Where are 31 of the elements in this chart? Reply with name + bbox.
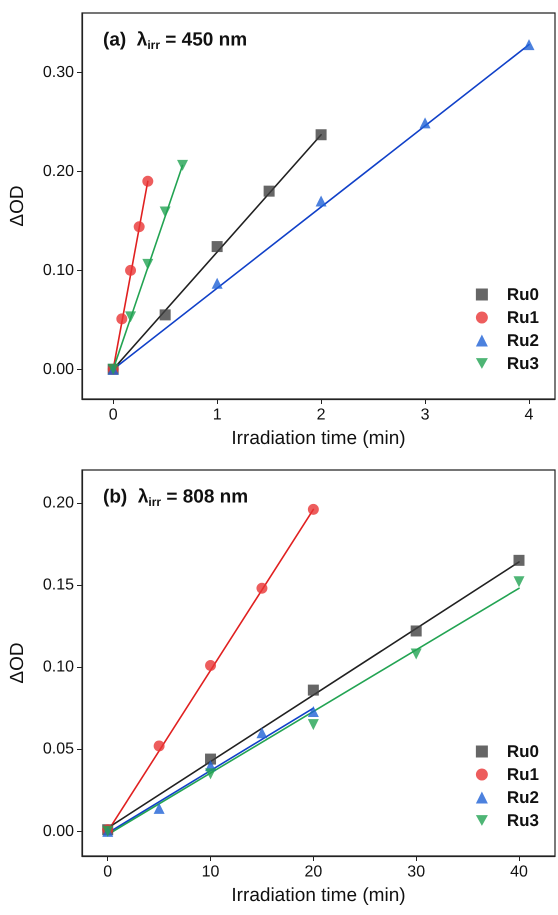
- x-tick-label: 4: [524, 406, 534, 424]
- y-tick-label: 0.20: [42, 494, 74, 512]
- y-tick-label: 0.10: [42, 658, 74, 676]
- x-tick-label: 1: [212, 406, 222, 424]
- y-tick-label: 0.05: [42, 740, 74, 758]
- x-tick-label: 0: [108, 406, 118, 424]
- x-tick-label: 3: [420, 406, 430, 424]
- y-tick-label: 0.30: [42, 64, 74, 81]
- x-tick-label: 10: [202, 864, 220, 880]
- legend-label: Ru3: [506, 811, 540, 830]
- legend-label: Ru0: [506, 742, 540, 761]
- y-axis-title: ΔOD: [7, 642, 28, 684]
- x-axis-title: Irradiation time (min): [231, 428, 406, 449]
- legend-label: Ru0: [506, 285, 540, 304]
- y-tick-label: 0.15: [42, 576, 74, 594]
- legend-label: Ru1: [506, 765, 540, 784]
- legend-label: Ru3: [506, 354, 540, 373]
- x-tick-label: 2: [316, 406, 326, 424]
- legend-label: Ru2: [506, 331, 540, 350]
- x-tick-label: 20: [304, 864, 322, 880]
- y-tick-label: 0.20: [42, 162, 74, 180]
- y-axis-title: ΔOD: [7, 185, 28, 227]
- legend-label: Ru2: [506, 788, 540, 807]
- y-tick-label: 0.00: [42, 360, 74, 378]
- x-tick-label: 40: [510, 864, 528, 880]
- x-tick-label: 30: [407, 864, 426, 880]
- x-axis-title: Irradiation time (min): [231, 885, 406, 906]
- y-tick-label: 0.00: [42, 822, 74, 840]
- x-tick-label: 0: [103, 864, 112, 880]
- legend-label: Ru1: [506, 308, 540, 327]
- y-tick-label: 0.10: [42, 262, 74, 279]
